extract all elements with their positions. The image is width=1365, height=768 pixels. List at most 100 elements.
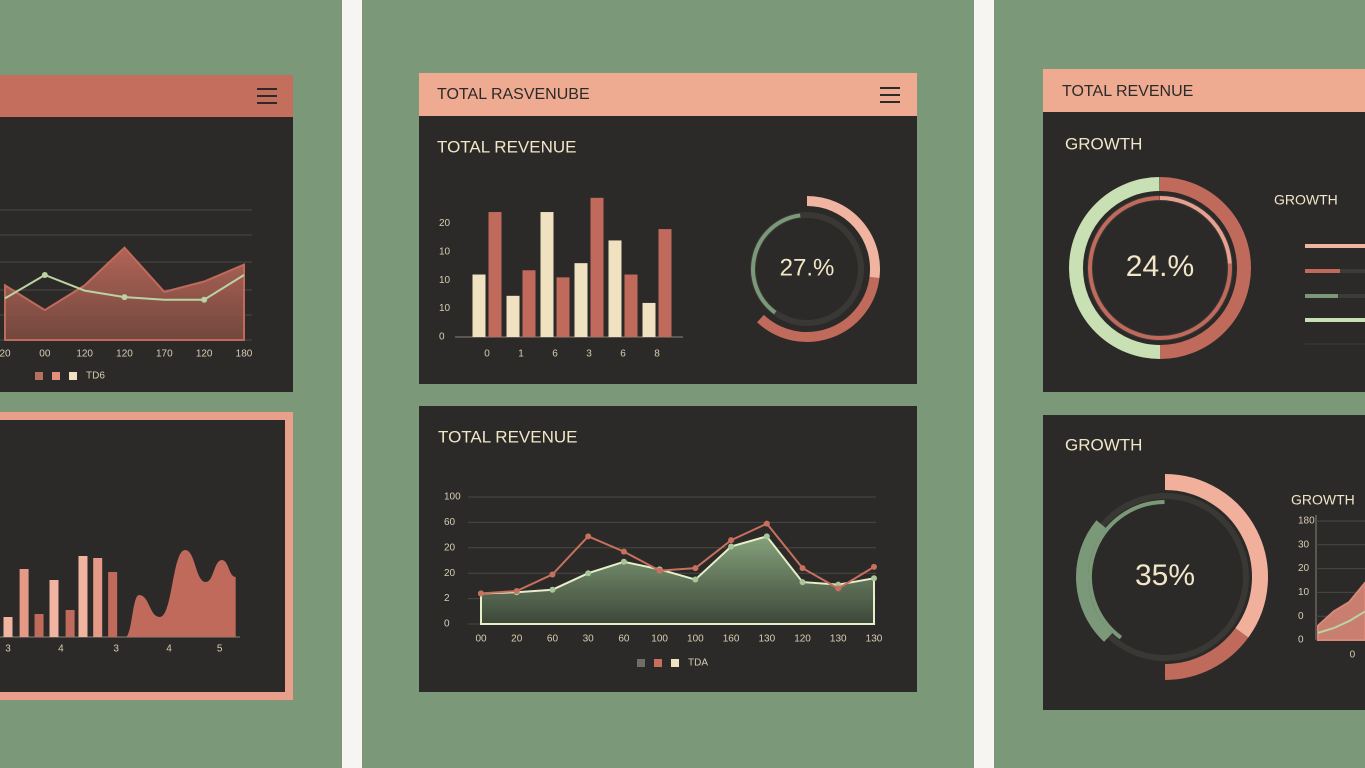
point	[692, 565, 699, 572]
menu-icon[interactable]	[880, 87, 900, 103]
gauge-label: 27.%	[780, 254, 835, 281]
point	[201, 296, 208, 303]
bar	[540, 212, 554, 337]
point	[728, 537, 735, 544]
x-tick-label: 120	[116, 349, 133, 360]
y-tick-label: 0	[1298, 635, 1304, 646]
panel	[0, 117, 293, 392]
bar	[472, 274, 486, 337]
gauge-value	[806, 196, 880, 279]
panel	[419, 406, 917, 692]
point	[549, 586, 556, 593]
panel	[0, 420, 285, 692]
gauge-arc	[751, 213, 801, 315]
x-tick-label: 00	[39, 349, 51, 360]
x-tick-label: 130	[830, 634, 847, 645]
y-tick-label: 10	[439, 246, 451, 257]
legend-swatch	[654, 659, 662, 667]
gauge-arc	[1069, 177, 1161, 359]
y-tick-label: 180	[1298, 516, 1315, 527]
bar	[65, 610, 75, 637]
x-tick-label: 1	[518, 349, 524, 360]
bar	[93, 558, 103, 637]
x-tick-label: 4	[58, 644, 64, 655]
bar	[108, 572, 118, 637]
y-tick-label: 10	[439, 303, 451, 314]
x-tick-label: 120	[794, 634, 811, 645]
legend-swatch	[52, 372, 60, 380]
bar	[78, 556, 88, 637]
x-tick-label: 130	[866, 634, 883, 645]
bar	[488, 212, 502, 337]
point	[692, 576, 699, 583]
x-tick-label: 120	[196, 349, 213, 360]
y-tick-label: 0	[1298, 611, 1304, 622]
gauge-label: 35%	[1135, 559, 1195, 592]
line	[480, 522, 875, 595]
y-tick-label: 100	[444, 492, 461, 503]
divider	[342, 0, 362, 768]
legend-label: TD6	[86, 371, 105, 382]
header-title: TOTAL REVENUE	[1062, 83, 1193, 100]
x-tick-label: 0	[484, 349, 490, 360]
x-tick-label: 5	[217, 644, 223, 655]
chart-title: GROWTH	[1291, 492, 1355, 508]
chart-title: GROWTH	[1065, 435, 1142, 454]
x-tick-label: 6	[620, 349, 626, 360]
y-tick-label: 2	[444, 593, 450, 604]
header-bar	[1043, 69, 1365, 112]
bar	[608, 240, 622, 337]
bar	[624, 274, 638, 337]
y-tick-label: 30	[1298, 539, 1310, 550]
gauge-arc	[1159, 177, 1251, 359]
bar	[574, 263, 588, 337]
y-tick-label: 60	[444, 517, 456, 528]
legend-swatch	[671, 659, 679, 667]
legend-label: TDA	[688, 658, 708, 669]
area	[4, 246, 245, 341]
y-tick-label: 0	[439, 332, 445, 343]
bar	[506, 295, 520, 337]
y-tick-label: 20	[1298, 563, 1310, 574]
x-tick-label: 100	[651, 634, 668, 645]
divider	[974, 0, 994, 768]
x-tick-label: 120	[76, 349, 93, 360]
x-tick-label: 3	[586, 349, 592, 360]
bar	[49, 580, 59, 637]
legend-lines	[1305, 244, 1365, 345]
x-tick-label: 3	[113, 644, 119, 655]
x-tick-label: 60	[547, 634, 559, 645]
bar	[34, 614, 44, 637]
y-tick-label: 10	[1298, 587, 1310, 598]
x-tick-label: 8	[654, 349, 660, 360]
side-label: GROWTH	[1274, 192, 1338, 208]
x-tick-label: 4	[166, 644, 172, 655]
menu-icon[interactable]	[257, 88, 277, 104]
x-tick-label: 180	[236, 349, 253, 360]
bar	[642, 302, 656, 337]
x-tick-label: 60	[618, 634, 630, 645]
area	[1317, 581, 1365, 641]
point	[620, 558, 627, 565]
gauge-arc	[1088, 500, 1165, 640]
gauge-arc	[757, 276, 880, 342]
point	[513, 587, 520, 594]
y-tick-label: 20	[444, 542, 456, 553]
point	[799, 565, 806, 572]
bar	[658, 229, 672, 337]
header-bar	[419, 73, 917, 116]
gauge-arc	[1088, 196, 1232, 340]
legend-swatch	[35, 372, 43, 380]
point	[835, 585, 842, 592]
x-tick-label: 3	[5, 644, 11, 655]
x-tick-label: 6	[552, 349, 558, 360]
point	[585, 533, 592, 540]
point	[763, 533, 770, 540]
point	[41, 272, 48, 278]
x-tick-label: 100	[687, 634, 704, 645]
line	[1317, 610, 1365, 634]
legend-swatch	[637, 659, 645, 667]
x-tick-label: 130	[758, 634, 775, 645]
point	[871, 575, 877, 582]
